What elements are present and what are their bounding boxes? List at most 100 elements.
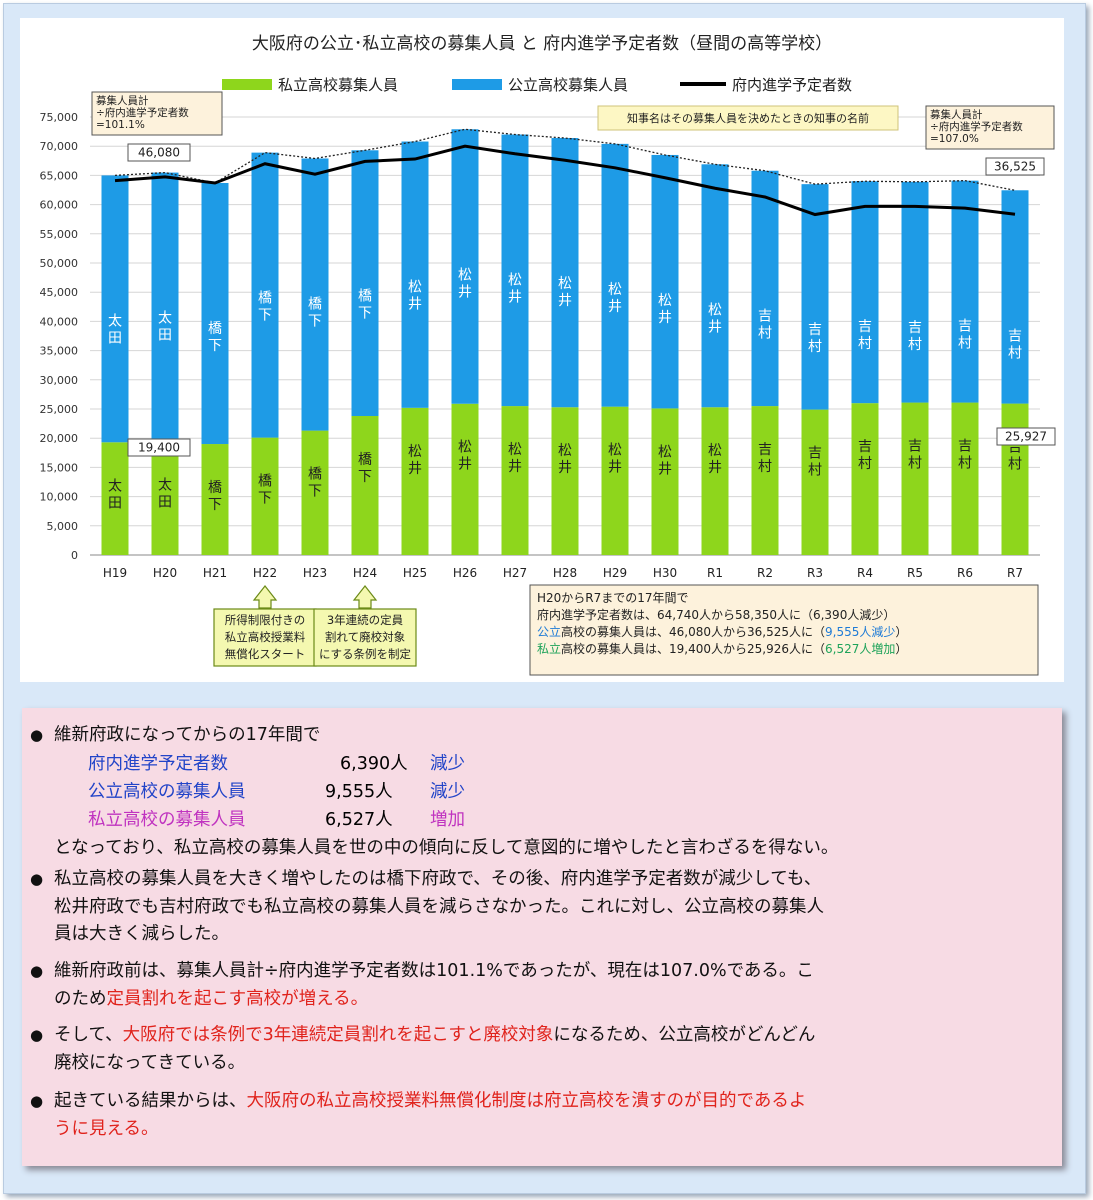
governor-label-public: 松井	[458, 267, 472, 300]
governor-label-public: 吉村	[858, 319, 872, 352]
governor-label-public: 太田	[158, 311, 172, 344]
legend-swatch-private	[222, 79, 272, 90]
paragraph-2: ● 私立高校の募集人員を大きく増やしたのは橋下府政で、その後、府内進学予定者数が…	[30, 866, 1054, 949]
callout-h22-line: 私立高校授業料	[225, 630, 306, 644]
bar-public	[701, 164, 729, 408]
y-tick-label: 45,000	[40, 286, 79, 299]
y-tick-label: 75,000	[40, 111, 79, 124]
bar-public	[751, 170, 779, 407]
y-tick-label: 65,000	[40, 169, 79, 182]
bar-private	[951, 402, 979, 555]
row1-label: 府内進学予定者数	[88, 754, 228, 774]
bar-public	[551, 138, 579, 408]
x-tick-label: R3	[807, 566, 823, 580]
bar-public	[851, 181, 879, 404]
callout-h24-box	[313, 608, 417, 667]
bar-public	[201, 182, 229, 445]
bar-private	[451, 403, 479, 555]
governor-label-private: 橋下	[308, 467, 322, 500]
governor-label-private: 橋下	[208, 480, 222, 513]
ratio-right-line: 募集人員計	[930, 108, 983, 121]
bullet: ●	[30, 870, 44, 888]
p5-c: うに見える。	[54, 1118, 159, 1139]
callout-h24-line: にする条例を制定	[319, 647, 412, 661]
governor-label-private: 太田	[158, 478, 172, 511]
ratio-left-line: =101.1%	[96, 119, 145, 131]
y-axis: 75,000 70,000 65,000 60,000 55,000 50,000 45,0…	[40, 111, 79, 562]
x-tick-label: H26	[453, 566, 477, 580]
bar-private	[501, 406, 529, 555]
x-axis: H19 H20 H21 H22 H23 H24 H25 H26 H27 H28 H29 H30 R1 R2…	[103, 566, 1023, 580]
bar-private	[251, 437, 279, 555]
chart-panel: 大阪府の公立･私立高校の募集人員 と 府内進学予定者数（昼間の高等学校） 私立高…	[20, 18, 1064, 682]
bar-private	[851, 403, 879, 555]
p3-line2a: のため	[54, 988, 107, 1009]
bar-private	[151, 441, 179, 555]
bar-public	[801, 184, 829, 410]
governor-label-public: 吉村	[908, 320, 922, 353]
bar-private	[201, 444, 229, 555]
bar-private	[301, 430, 329, 555]
governor-label-private: 吉村	[758, 442, 772, 475]
p4-b: 大阪府では条例で3年連続定員割れを起こすと廃校対象	[122, 1025, 554, 1045]
label-private-h20-box	[127, 438, 191, 457]
governor-label-private: 松井	[408, 444, 422, 477]
bullet: ●	[30, 1026, 44, 1044]
governor-label-public: 松井	[558, 276, 572, 309]
bar-private	[901, 402, 929, 555]
p1-lead: 維新府政になってからの17年間で	[54, 725, 321, 745]
y-tick-label: 25,000	[40, 403, 79, 416]
students-line	[114, 144, 1016, 217]
row2-change: 減少	[430, 782, 465, 802]
y-tick-label: 10,000	[40, 491, 79, 504]
x-tick-label: H22	[253, 566, 277, 580]
bullet: ●	[30, 726, 44, 744]
y-tick-label: 40,000	[40, 315, 79, 328]
bar-private	[351, 416, 379, 555]
label-public-h20: 46,080	[138, 146, 180, 160]
p4-d: 廃校になってきている。	[54, 1052, 246, 1073]
summary-line1: 府内進学予定者数は、64,740人から58,350人に（6,390人減少）	[537, 607, 895, 622]
governor-label-private: 吉村	[858, 439, 872, 472]
legend-label-public: 公立高校募集人員	[508, 76, 628, 94]
ratio-left-line: 募集人員計	[96, 94, 149, 107]
governor-label-public: 太田	[108, 313, 122, 346]
x-tick-label: H19	[103, 566, 127, 580]
governor-label-private: 松井	[608, 443, 622, 476]
bar-public	[301, 158, 329, 431]
governor-label-public: 吉村	[958, 319, 972, 352]
x-tick-label: R5	[907, 566, 923, 580]
bar-public	[401, 141, 429, 408]
governor-label-public: 橋下	[308, 296, 322, 329]
chart-title: 大阪府の公立･私立高校の募集人員 と 府内進学予定者数（昼間の高等学校）	[252, 34, 832, 54]
callout-h22-box	[213, 608, 317, 667]
bar-public	[451, 129, 479, 404]
governor-label-public: 橋下	[358, 288, 372, 321]
governor-label-public: 吉村	[1008, 328, 1022, 361]
x-tick-label: H20	[153, 566, 177, 580]
paragraph-4: ● そして、大阪府では条例で3年連続定員割れを起こすと廃校対象になるため、公立高…	[30, 1022, 1054, 1077]
ratio-left-line: ÷府内進学予定者数	[96, 106, 189, 119]
x-tick-label: H29	[603, 566, 627, 580]
x-tick-label: R2	[757, 566, 773, 580]
lines	[114, 128, 1016, 217]
bar-public	[651, 154, 679, 409]
label-private-h20: 19,400	[138, 441, 180, 455]
p3-line1: 維新府政前は、募集人員計÷府内進学予定者数は101.1%であったが、現在は107…	[54, 961, 814, 981]
y-tick-label: 35,000	[40, 345, 79, 358]
bars: 太田太田太田太田橋下橋下橋下橋下橋下橋下橋下橋下松井松井松井松井松井松井松井松井…	[101, 129, 1029, 555]
y-tick-label: 30,000	[40, 374, 79, 387]
chart-svg: 大阪府の公立･私立高校の募集人員 と 府内進学予定者数（昼間の高等学校） 私立高…	[40, 34, 1056, 676]
governor-label-private: 松井	[658, 444, 672, 477]
bar-public	[151, 172, 179, 442]
y-tick-label: 50,000	[40, 257, 79, 270]
x-tick-label: R6	[957, 566, 973, 580]
governor-note: 知事名はその募集人員を決めたときの知事の名前	[627, 111, 869, 125]
y-tick-label: 20,000	[40, 432, 79, 445]
bar-private	[551, 407, 579, 555]
governor-label-private: 松井	[708, 443, 722, 476]
label-public-r7: 36,525	[994, 160, 1036, 174]
governor-label-public: 松井	[708, 302, 722, 335]
ratio-right-line: =107.0%	[930, 133, 979, 145]
callout-h24-line: 3年連続の定員	[327, 613, 404, 627]
